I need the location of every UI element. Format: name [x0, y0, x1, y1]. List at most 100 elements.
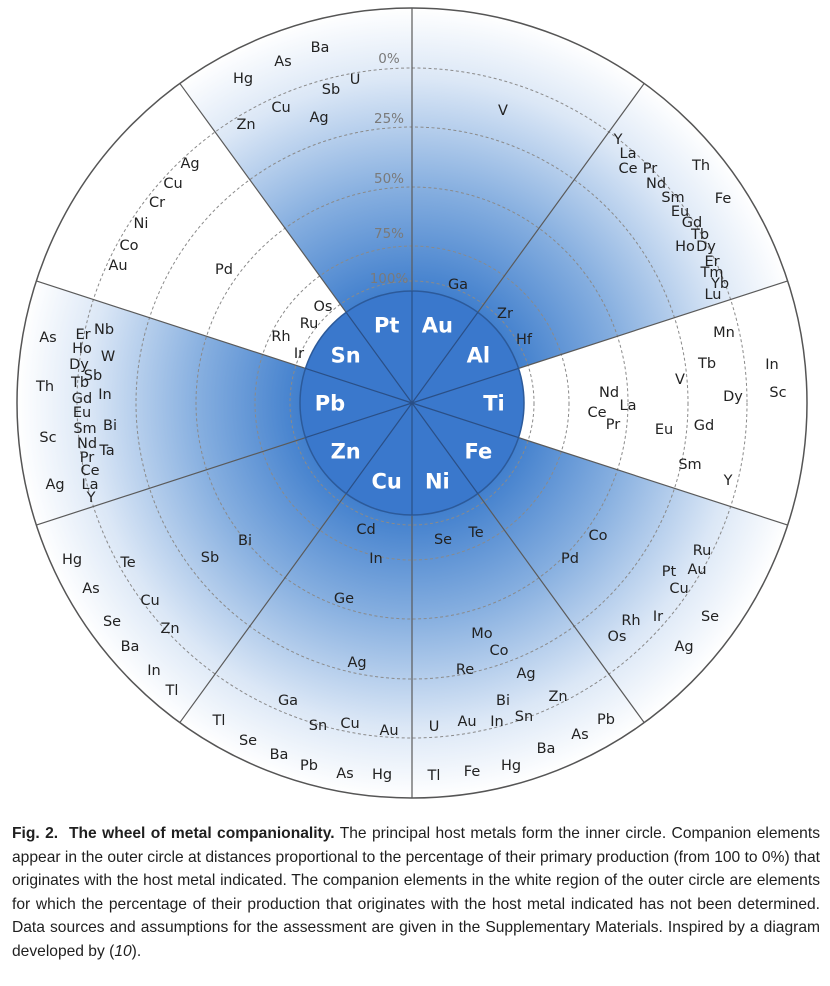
element-ba: Ba [311, 40, 330, 56]
host-metals: Au Al Ti Fe Ni Cu Zn Pb Sn Pt [315, 314, 505, 494]
element-ba: Ba [537, 741, 556, 757]
ring-0-percent [76, 67, 748, 739]
core-dividers [305, 291, 519, 515]
element-nb: Nb [94, 322, 114, 338]
element-w: W [101, 349, 115, 365]
element-la: La [620, 146, 637, 162]
element-ag: Ag [309, 110, 328, 126]
element-tb: Tb [690, 227, 709, 243]
sector-al [412, 83, 788, 403]
host-au: Au [422, 314, 453, 338]
element-in: In [147, 663, 160, 679]
caption-title: The wheel of metal companionality. [68, 825, 335, 842]
host-pt: Pt [374, 314, 399, 338]
sector-zn [36, 403, 413, 723]
element-te: Te [119, 555, 135, 571]
element-as: As [39, 330, 56, 346]
element-rh: Rh [271, 329, 290, 345]
caption-text: The principal host metals form the inner… [12, 825, 820, 960]
element-nd: Nd [646, 176, 666, 192]
element-u: U [350, 72, 361, 88]
element-fe: Fe [464, 764, 481, 780]
element-pd: Pd [215, 262, 233, 278]
element-sm: Sm [73, 421, 96, 437]
sector-fe [412, 403, 788, 723]
element-zn: Zn [160, 621, 179, 637]
element-in: In [490, 714, 503, 730]
element-bi: Bi [238, 533, 252, 549]
element-os: Os [314, 299, 333, 315]
core-divider [411, 402, 479, 494]
element-ag: Ag [45, 477, 64, 493]
element-in: In [98, 387, 111, 403]
core-divider [305, 367, 413, 404]
element-la: La [620, 398, 637, 414]
ring-label-75: 75% [374, 226, 404, 242]
element-dy: Dy [723, 389, 743, 405]
sector-au [412, 8, 645, 403]
element-pd: Pd [561, 551, 579, 567]
element-ir: Ir [294, 346, 304, 362]
element-ga: Ga [448, 277, 468, 293]
element-ru: Ru [300, 316, 319, 332]
element-th: Th [35, 379, 54, 395]
percentage-labels: 0% 25% 50% 75% 100% [370, 51, 409, 287]
ring-label-25: 25% [374, 111, 404, 127]
element-se: Se [239, 733, 257, 749]
element-ce: Ce [587, 405, 606, 421]
ring-50-percent [195, 186, 629, 620]
element-au: Au [457, 714, 476, 730]
host-zn: Zn [331, 440, 361, 464]
element-ag: Ag [674, 639, 693, 655]
element-sb: Sb [322, 82, 340, 98]
element-er: Er [704, 254, 719, 270]
element-pb: Pb [300, 758, 318, 774]
element-ba: Ba [121, 639, 140, 655]
element-th: Th [691, 158, 710, 174]
host-fe: Fe [464, 440, 492, 464]
element-ag: Ag [347, 655, 366, 671]
core-divider [345, 402, 413, 494]
element-v: V [675, 372, 685, 388]
element-cd: Cd [356, 522, 375, 538]
host-ti: Ti [483, 392, 505, 416]
element-gd: Gd [694, 418, 714, 434]
element-eu: Eu [73, 405, 91, 421]
element-pb: Pb [597, 712, 615, 728]
element-bi: Bi [103, 418, 117, 434]
element-as: As [336, 766, 353, 782]
element-zn: Zn [548, 689, 567, 705]
element-cu: Cu [140, 593, 159, 609]
element-sb: Sb [201, 550, 219, 566]
element-ba: Ba [270, 747, 289, 763]
element-os: Os [608, 629, 627, 645]
element-dy: Dy [69, 357, 89, 373]
host-sn: Sn [331, 343, 361, 367]
element-v: V [498, 103, 508, 119]
element-y: Y [723, 473, 733, 489]
element-se: Se [701, 609, 719, 625]
element-pr: Pr [606, 417, 620, 433]
sector-pt [179, 8, 412, 403]
element-te: Te [467, 525, 483, 541]
element-pt: Pt [662, 564, 677, 580]
element-co: Co [120, 238, 139, 254]
element-tl: Tl [212, 713, 226, 729]
element-u: U [429, 719, 440, 735]
element-ge: Ge [334, 591, 354, 607]
element-tl: Tl [165, 683, 179, 699]
element-cu: Cu [271, 100, 290, 116]
element-tl: Tl [427, 768, 441, 784]
element-hg: Hg [233, 71, 253, 87]
host-al: Al [467, 343, 490, 367]
element-ce: Ce [80, 463, 99, 479]
sector-pb [16, 280, 413, 526]
element-ni: Ni [134, 216, 149, 232]
ring-label-50: 50% [374, 171, 404, 187]
sector-ni [412, 403, 645, 798]
element-au: Au [108, 258, 127, 274]
sector-ti [412, 280, 808, 526]
element-se: Se [103, 614, 121, 630]
element-ru: Ru [693, 543, 712, 559]
